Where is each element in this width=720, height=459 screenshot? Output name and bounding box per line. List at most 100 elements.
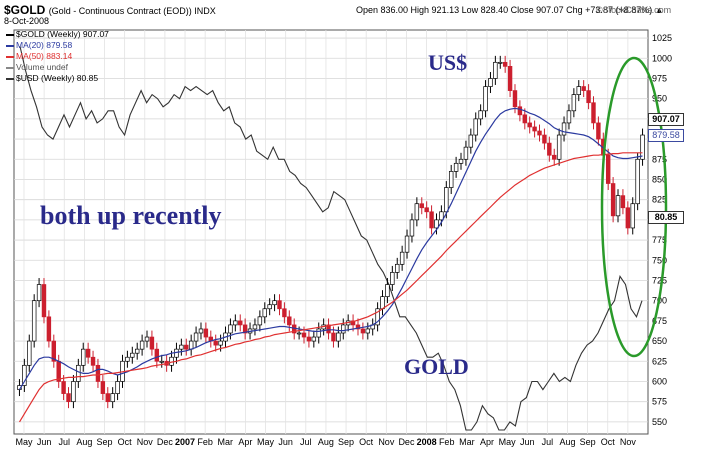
- x-tick-label: Apr: [238, 437, 252, 447]
- gold-candle-body: [552, 154, 557, 160]
- price-tag-ma: 879.58: [648, 129, 684, 142]
- x-tick-label: Nov: [620, 437, 637, 447]
- gold-candle-body: [591, 102, 596, 124]
- gold-candle-body: [267, 304, 272, 310]
- gold-candle-body: [198, 328, 204, 334]
- x-tick-label: Dec: [398, 437, 415, 447]
- stockcharts-watermark: ©StockCharts.com: [596, 5, 672, 15]
- gold-candle-body: [341, 324, 346, 334]
- chart-symbol-description: (Gold - Continuous Contract (EOD)) INDX: [48, 6, 216, 16]
- gold-candle-body: [316, 328, 321, 338]
- highlight-ellipse: [600, 56, 668, 358]
- y-tick-label: 575: [652, 397, 667, 407]
- gold-candle-body: [448, 171, 454, 188]
- gold-candle-body: [233, 320, 238, 326]
- gold-candle-body: [71, 381, 76, 403]
- gold-candle-body: [610, 183, 616, 217]
- legend-ma50-label: MA(50) 883.14: [16, 51, 73, 61]
- price-tag-gold: 907.07: [648, 113, 684, 126]
- ohlc-readout: Open 836.00 High 921.13 Low 828.40 Close…: [356, 5, 664, 15]
- y-tick-label: 875: [652, 154, 667, 164]
- x-tick-label: Feb: [197, 437, 213, 447]
- gold-candle-body: [105, 393, 110, 403]
- x-tick-label: Sep: [580, 437, 596, 447]
- gold-candle-body: [640, 134, 645, 160]
- gold-candle-body: [385, 284, 390, 297]
- x-tick-label: Feb: [439, 437, 455, 447]
- x-tick-label: Nov: [378, 437, 395, 447]
- x-tick-label: Oct: [118, 437, 133, 447]
- x-tick-label: Aug: [318, 437, 334, 447]
- gold-candle-body: [85, 348, 91, 358]
- gold-candle-body: [478, 110, 483, 120]
- gold-candle-body: [287, 316, 292, 326]
- gold-candle-body: [159, 360, 164, 363]
- x-tick-label: Oct: [601, 437, 616, 447]
- x-tick-label: Jun: [37, 437, 52, 447]
- gold-candle-body: [218, 340, 223, 346]
- gold-candle-body: [566, 110, 572, 124]
- gold-candle-body: [51, 340, 57, 362]
- x-tick-label: Aug: [76, 437, 92, 447]
- usd-series-line: [19, 46, 643, 431]
- x-tick-label: May: [499, 437, 517, 447]
- gold-candle-body: [188, 340, 194, 350]
- gold-candle-body: [66, 393, 71, 403]
- legend-volume: Volume undef: [6, 62, 68, 72]
- gold-candle-body: [36, 284, 42, 302]
- gold-candle-body: [542, 134, 547, 144]
- gold-candle-body: [404, 235, 410, 253]
- gold-candle-body: [149, 336, 155, 350]
- gold-candle-body: [144, 336, 150, 342]
- legend-gold: $GOLD (Weekly) 907.07: [6, 29, 109, 39]
- gold-candle-body: [311, 336, 317, 342]
- legend-gold-label: $GOLD (Weekly) 907.07: [16, 29, 109, 39]
- gold-candle-body: [483, 86, 488, 112]
- gold-candle-body: [110, 393, 115, 403]
- y-tick-label: 950: [652, 94, 667, 104]
- x-tick-label: Jul: [542, 437, 554, 447]
- x-tick-label: Mar: [218, 437, 234, 447]
- gold-candle-body: [228, 324, 233, 334]
- y-tick-label: 750: [652, 255, 667, 265]
- gold-candle-body: [463, 146, 469, 160]
- x-tick-label: Oct: [359, 437, 374, 447]
- legend-ma50: MA(50) 883.14: [6, 51, 72, 61]
- x-tick-label: Jul: [59, 437, 71, 447]
- ma20-series-line: [18, 107, 643, 390]
- gold-candle-body: [130, 352, 135, 358]
- gold-candle-body: [238, 320, 243, 326]
- gold-candle-body: [468, 134, 474, 148]
- gold-candle-body: [581, 86, 586, 91]
- gold-candle-body: [419, 203, 424, 209]
- ma50-series-line: [18, 152, 643, 423]
- gold-candle-body: [242, 324, 248, 334]
- chart-symbol-text: $GOLD: [4, 3, 46, 17]
- gold-candle-body: [507, 66, 513, 91]
- gold-candle-body: [296, 332, 302, 335]
- gold-candle-body: [605, 154, 611, 184]
- gold-candle-body: [76, 364, 81, 382]
- gold-candle-body: [498, 61, 503, 64]
- x-tick-label: 2008: [417, 437, 437, 447]
- chart-date: 8-Oct-2008: [4, 16, 50, 26]
- gold-candle-body: [331, 332, 336, 342]
- gold-candle-body: [444, 187, 449, 213]
- gold-candle-body: [517, 106, 523, 116]
- legend-ma20: MA(20) 879.58: [6, 40, 72, 50]
- gold-candle-body: [61, 381, 66, 394]
- x-tick-label: Aug: [559, 437, 575, 447]
- annotation-gold: GOLD: [404, 354, 469, 379]
- y-tick-label: 775: [652, 235, 667, 245]
- gold-candle-body: [395, 263, 400, 273]
- gold-candle-body: [488, 78, 493, 87]
- x-tick-label: Mar: [459, 437, 475, 447]
- gold-candle-body: [100, 381, 106, 394]
- x-tick-label: May: [15, 437, 33, 447]
- gold-candle-body: [203, 328, 209, 338]
- y-tick-label: 675: [652, 316, 667, 326]
- gold-candle-body: [493, 61, 498, 79]
- gold-candle-body: [434, 219, 439, 229]
- x-tick-label: Nov: [137, 437, 154, 447]
